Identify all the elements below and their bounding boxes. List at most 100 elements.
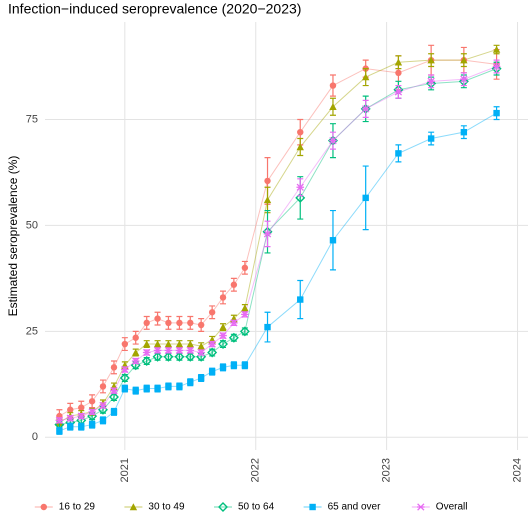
y-tick-label: 0 (32, 431, 38, 443)
marker (175, 346, 184, 355)
legend-item: 30 to 49 (124, 502, 185, 513)
marker (493, 109, 500, 117)
marker (143, 319, 150, 327)
marker (296, 183, 305, 191)
legend-item: 65 and over (303, 502, 381, 513)
marker (208, 309, 216, 316)
marker (208, 340, 216, 348)
legend-item: Overall (411, 502, 467, 513)
marker (263, 230, 272, 238)
marker (187, 319, 194, 327)
marker (40, 503, 47, 511)
marker (67, 423, 74, 430)
marker (67, 406, 74, 413)
marker (309, 503, 316, 511)
marker (110, 364, 118, 371)
marker (427, 56, 435, 64)
x-tick-label: 2023 (381, 458, 393, 482)
marker (460, 56, 468, 64)
x-tick-label: 2021 (119, 458, 131, 482)
marker (154, 315, 161, 322)
marker (78, 404, 85, 411)
y-axis-label: Estimated seroprevalence (%) (6, 156, 20, 317)
marker (153, 340, 162, 348)
marker (361, 105, 370, 113)
marker (395, 69, 402, 77)
marker (230, 362, 238, 369)
marker (99, 417, 107, 424)
marker (153, 346, 162, 355)
marker (208, 368, 216, 375)
marker (295, 192, 306, 203)
marker (99, 401, 107, 410)
marker (219, 331, 227, 340)
marker (219, 323, 227, 331)
marker (131, 357, 140, 365)
marker (55, 416, 64, 424)
series-line (59, 59, 497, 417)
marker (186, 340, 194, 348)
marker (241, 304, 249, 312)
marker (241, 264, 249, 271)
marker (132, 387, 139, 394)
marker (99, 383, 107, 390)
marker (230, 281, 238, 288)
marker (395, 150, 402, 157)
marker (297, 296, 304, 303)
marker (143, 340, 151, 348)
marker (142, 348, 151, 357)
marker (175, 340, 184, 348)
marker (77, 412, 86, 420)
marker (296, 143, 304, 151)
marker (219, 294, 227, 301)
marker (218, 502, 228, 512)
marker (88, 421, 96, 428)
marker (230, 319, 238, 327)
marker (119, 372, 130, 383)
marker (197, 348, 205, 357)
marker (56, 427, 63, 435)
marker (129, 503, 138, 511)
marker (329, 136, 337, 145)
legend-item: 50 to 64 (214, 502, 275, 513)
marker (66, 414, 75, 422)
marker (110, 387, 118, 395)
marker (239, 326, 250, 337)
marker (110, 408, 118, 416)
marker (165, 383, 172, 390)
marker (394, 58, 403, 66)
marker (228, 332, 239, 343)
legend-label: 16 to 29 (59, 502, 96, 513)
marker (361, 73, 370, 81)
marker (88, 408, 96, 416)
marker (394, 88, 403, 96)
legend-label: 65 and over (328, 502, 381, 513)
marker (141, 356, 152, 366)
marker (78, 423, 85, 430)
marker (241, 362, 249, 369)
marker (121, 365, 129, 374)
marker (427, 135, 435, 142)
y-tick-label: 50 (26, 219, 38, 231)
marker (197, 374, 205, 382)
marker (362, 194, 369, 202)
x-tick-label: 2022 (250, 458, 262, 482)
marker (218, 339, 229, 350)
marker (163, 351, 174, 362)
marker (121, 385, 129, 392)
marker (187, 378, 194, 386)
x-tick-label: 2024 (511, 458, 523, 482)
chart-title: Infection−induced seroprevalence (2020−2… (8, 1, 301, 17)
marker (197, 321, 205, 329)
marker (165, 319, 172, 327)
marker (143, 385, 150, 392)
marker (185, 351, 196, 362)
marker (329, 82, 337, 89)
marker (492, 62, 501, 71)
legend-item: 16 to 29 (34, 502, 96, 513)
marker (492, 45, 501, 53)
marker (108, 392, 119, 403)
marker (329, 103, 337, 110)
marker (207, 347, 218, 358)
